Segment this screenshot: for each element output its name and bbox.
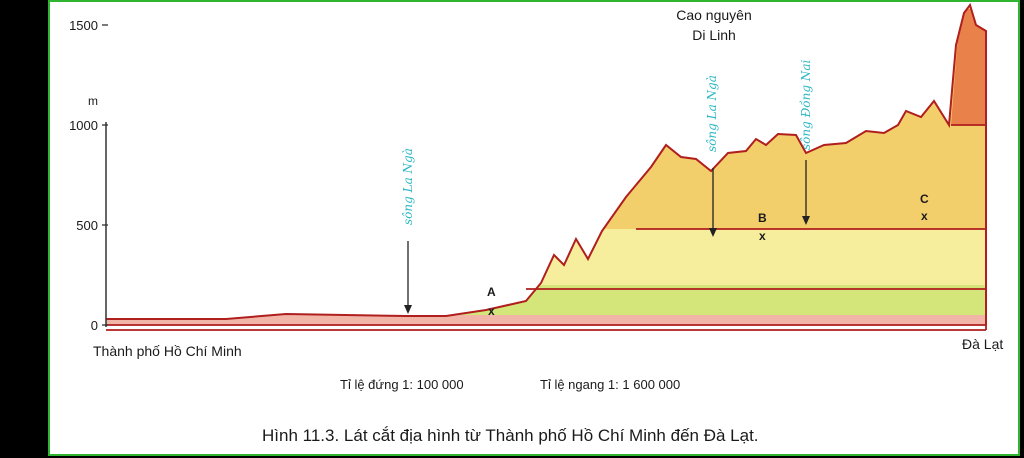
river-marker-dong-nai: sông Đồng Nai [798, 59, 813, 225]
vertical-scale-label: Tỉ lệ đứng 1: 100 000 [340, 377, 464, 392]
y-tick-label-0: 0 [91, 318, 98, 333]
layer-base [106, 315, 986, 325]
river-label-la-nga-1: sông La Ngà [401, 148, 415, 225]
peak-body [951, 9, 986, 125]
river-label-dong-nai: sông Đồng Nai [798, 59, 813, 150]
figure-frame [48, 0, 1020, 456]
point-a-mark: x [488, 304, 495, 318]
point-b: B x [758, 211, 767, 243]
horizontal-scale-label: Tỉ lệ ngang 1: 1 600 000 [540, 377, 680, 392]
point-c-mark: x [921, 209, 928, 223]
figure-caption: Hình 11.3. Lát cắt địa hình từ Thành phố… [262, 426, 759, 445]
y-tick-label-1500: 1500 [69, 18, 98, 33]
river-arrowhead-dong-nai [802, 216, 810, 225]
elevation-axis: m 0500100015002000 [69, 18, 108, 333]
point-a-label: A [487, 285, 496, 299]
river-arrowhead-la-nga-1 [404, 305, 412, 314]
point-c: C x [920, 192, 929, 223]
river-marker-la-nga-2: sông La Ngà [705, 75, 719, 237]
strata-boundaries [106, 31, 987, 331]
left-endpoint-label: Thành phố Hồ Chí Minh [93, 343, 242, 359]
plateau-label-line1: Cao nguyên [676, 7, 752, 23]
right-endpoint-label: Đà Lạt [962, 336, 1003, 352]
point-a: A x [487, 285, 496, 318]
point-b-label: B [758, 211, 767, 225]
river-arrowhead-la-nga-2 [709, 228, 717, 237]
y-tick-label-500: 500 [76, 218, 98, 233]
point-b-mark: x [759, 229, 766, 243]
plateau-label-line2: Di Linh [692, 27, 736, 43]
river-marker-la-nga-1: sông La Ngà [401, 148, 415, 314]
river-label-la-nga-2: sông La Ngà [705, 75, 719, 152]
point-c-label: C [920, 192, 929, 206]
y-tick-label-1000: 1000 [69, 118, 98, 133]
axis-unit: m [88, 94, 98, 108]
